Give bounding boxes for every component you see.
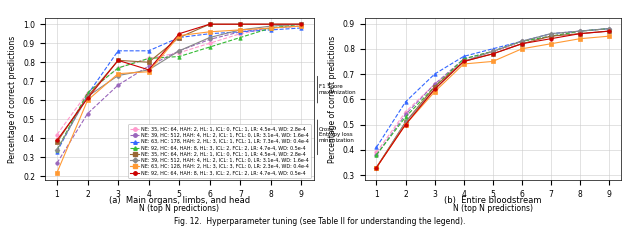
Text: F1 Score
maximization: F1 Score maximization (319, 84, 356, 95)
X-axis label: N (top N predictions): N (top N predictions) (453, 204, 532, 213)
Text: (b)  Entire bloodstream: (b) Entire bloodstream (444, 197, 541, 205)
Y-axis label: Percentage of correct predictions: Percentage of correct predictions (328, 36, 337, 163)
X-axis label: N (top N predictions): N (top N predictions) (140, 204, 219, 213)
Text: Fig. 12.  Hyperparameter tuning (see Table II for understanding the legend).: Fig. 12. Hyperparameter tuning (see Tabl… (174, 217, 466, 226)
Y-axis label: Percentage of correct predictions: Percentage of correct predictions (8, 36, 17, 163)
Legend: NE: 35, HC: 64, HAH: 2, HL: 1, ICL: 0, FCL: 1, LR: 4.5e-4, WD: 2.8e-4, NE: 39, H: NE: 35, HC: 64, HAH: 2, HL: 1, ICL: 0, F… (128, 124, 311, 178)
Text: Cross-
Entropy loss
minimization: Cross- Entropy loss minimization (319, 127, 355, 143)
Text: (a)  Main organs, limbs, and head: (a) Main organs, limbs, and head (109, 197, 250, 205)
